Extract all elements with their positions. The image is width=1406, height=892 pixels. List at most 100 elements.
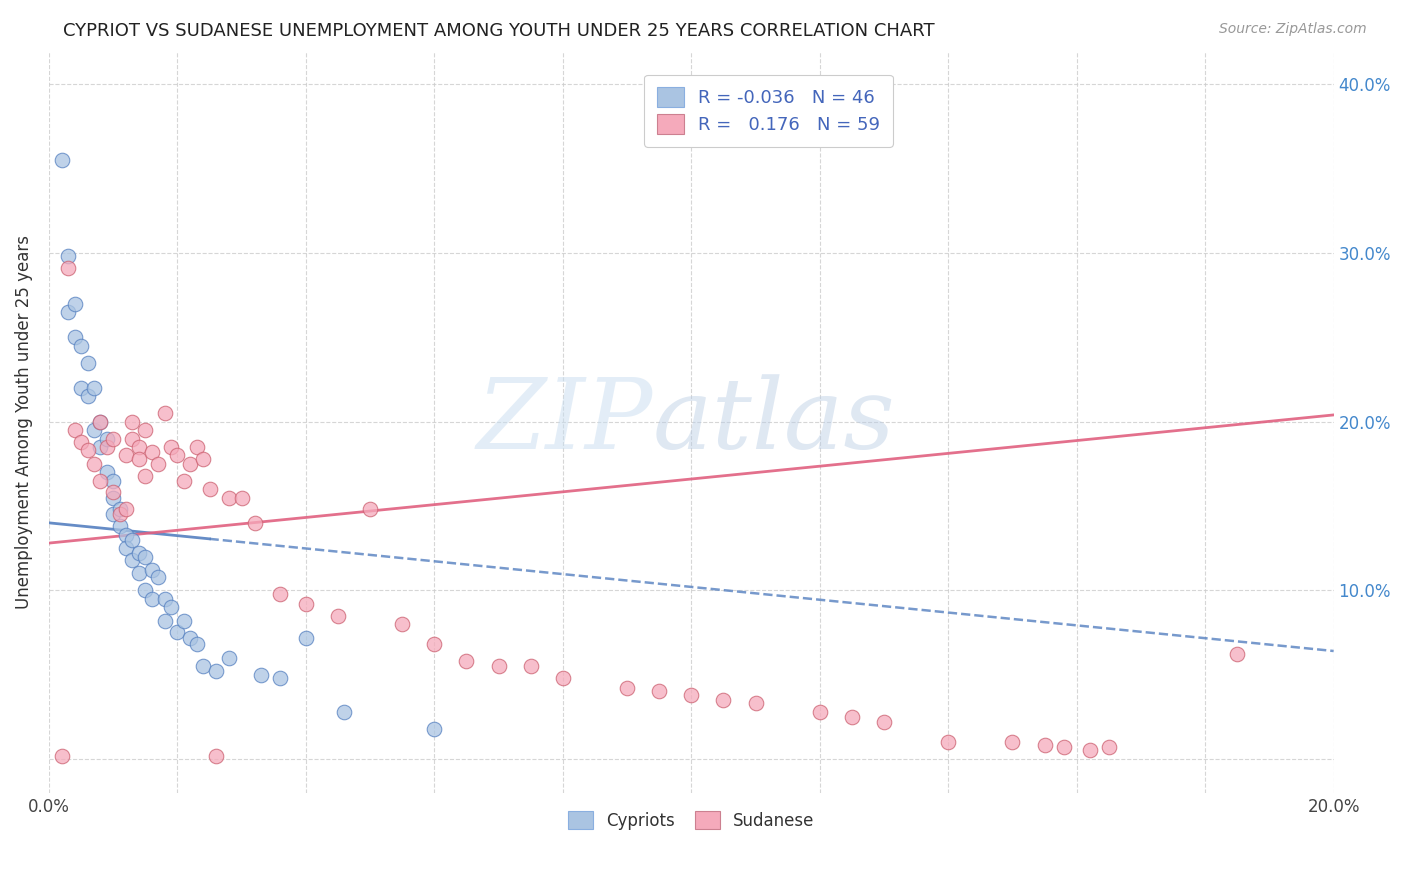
- Point: [89, 415, 111, 429]
- Point: [121, 415, 143, 429]
- Point: [146, 570, 169, 584]
- Point: [141, 591, 163, 606]
- Point: [58, 261, 80, 276]
- Point: [128, 440, 150, 454]
- Point: [103, 432, 125, 446]
- Point: [173, 474, 195, 488]
- Point: [295, 631, 318, 645]
- Point: [269, 671, 291, 685]
- Text: ZIP: ZIP: [477, 374, 652, 469]
- Point: [205, 748, 228, 763]
- Point: [713, 693, 735, 707]
- Point: [166, 625, 188, 640]
- Point: [186, 637, 208, 651]
- Point: [936, 735, 959, 749]
- Point: [146, 457, 169, 471]
- Point: [1033, 739, 1056, 753]
- Point: [115, 541, 138, 556]
- Point: [63, 296, 86, 310]
- Point: [269, 587, 291, 601]
- Point: [326, 608, 349, 623]
- Point: [359, 502, 381, 516]
- Point: [1098, 740, 1121, 755]
- Point: [191, 659, 214, 673]
- Point: [103, 485, 125, 500]
- Point: [488, 659, 510, 673]
- Text: atlas: atlas: [652, 374, 896, 469]
- Point: [96, 465, 118, 479]
- Point: [551, 671, 574, 685]
- Point: [153, 406, 176, 420]
- Text: CYPRIOT VS SUDANESE UNEMPLOYMENT AMONG YOUTH UNDER 25 YEARS CORRELATION CHART: CYPRIOT VS SUDANESE UNEMPLOYMENT AMONG Y…: [63, 22, 935, 40]
- Point: [808, 705, 831, 719]
- Point: [128, 451, 150, 466]
- Point: [173, 614, 195, 628]
- Point: [166, 449, 188, 463]
- Point: [70, 381, 93, 395]
- Point: [63, 423, 86, 437]
- Point: [198, 482, 221, 496]
- Point: [96, 432, 118, 446]
- Point: [160, 600, 183, 615]
- Point: [103, 508, 125, 522]
- Point: [179, 631, 201, 645]
- Point: [218, 650, 240, 665]
- Point: [186, 440, 208, 454]
- Point: [1226, 648, 1249, 662]
- Point: [295, 597, 318, 611]
- Point: [70, 339, 93, 353]
- Point: [1078, 743, 1101, 757]
- Point: [1001, 735, 1024, 749]
- Point: [134, 423, 156, 437]
- Point: [744, 696, 766, 710]
- Point: [58, 249, 80, 263]
- Point: [76, 443, 98, 458]
- Point: [128, 566, 150, 581]
- Point: [243, 516, 266, 530]
- Point: [616, 681, 638, 695]
- Point: [115, 527, 138, 541]
- Point: [83, 457, 105, 471]
- Point: [134, 583, 156, 598]
- Point: [103, 491, 125, 505]
- Point: [115, 502, 138, 516]
- Point: [191, 451, 214, 466]
- Point: [519, 659, 541, 673]
- Point: [218, 491, 240, 505]
- Point: [873, 714, 896, 729]
- Point: [70, 434, 93, 449]
- Point: [141, 445, 163, 459]
- Point: [456, 654, 478, 668]
- Point: [108, 502, 131, 516]
- Point: [76, 356, 98, 370]
- Y-axis label: Unemployment Among Youth under 25 years: Unemployment Among Youth under 25 years: [15, 235, 32, 608]
- Point: [96, 440, 118, 454]
- Point: [160, 440, 183, 454]
- Point: [108, 519, 131, 533]
- Point: [134, 468, 156, 483]
- Point: [153, 614, 176, 628]
- Point: [391, 617, 413, 632]
- Point: [681, 688, 703, 702]
- Point: [333, 705, 356, 719]
- Point: [115, 449, 138, 463]
- Point: [89, 474, 111, 488]
- Point: [76, 389, 98, 403]
- Point: [63, 330, 86, 344]
- Point: [121, 432, 143, 446]
- Point: [89, 415, 111, 429]
- Point: [153, 591, 176, 606]
- Point: [423, 722, 446, 736]
- Point: [83, 423, 105, 437]
- Point: [83, 381, 105, 395]
- Point: [121, 533, 143, 547]
- Point: [58, 305, 80, 319]
- Point: [134, 549, 156, 564]
- Point: [51, 748, 73, 763]
- Point: [108, 508, 131, 522]
- Text: Source: ZipAtlas.com: Source: ZipAtlas.com: [1219, 22, 1367, 37]
- Point: [121, 553, 143, 567]
- Point: [89, 440, 111, 454]
- Legend: Cypriots, Sudanese: Cypriots, Sudanese: [561, 805, 821, 837]
- Point: [250, 667, 273, 681]
